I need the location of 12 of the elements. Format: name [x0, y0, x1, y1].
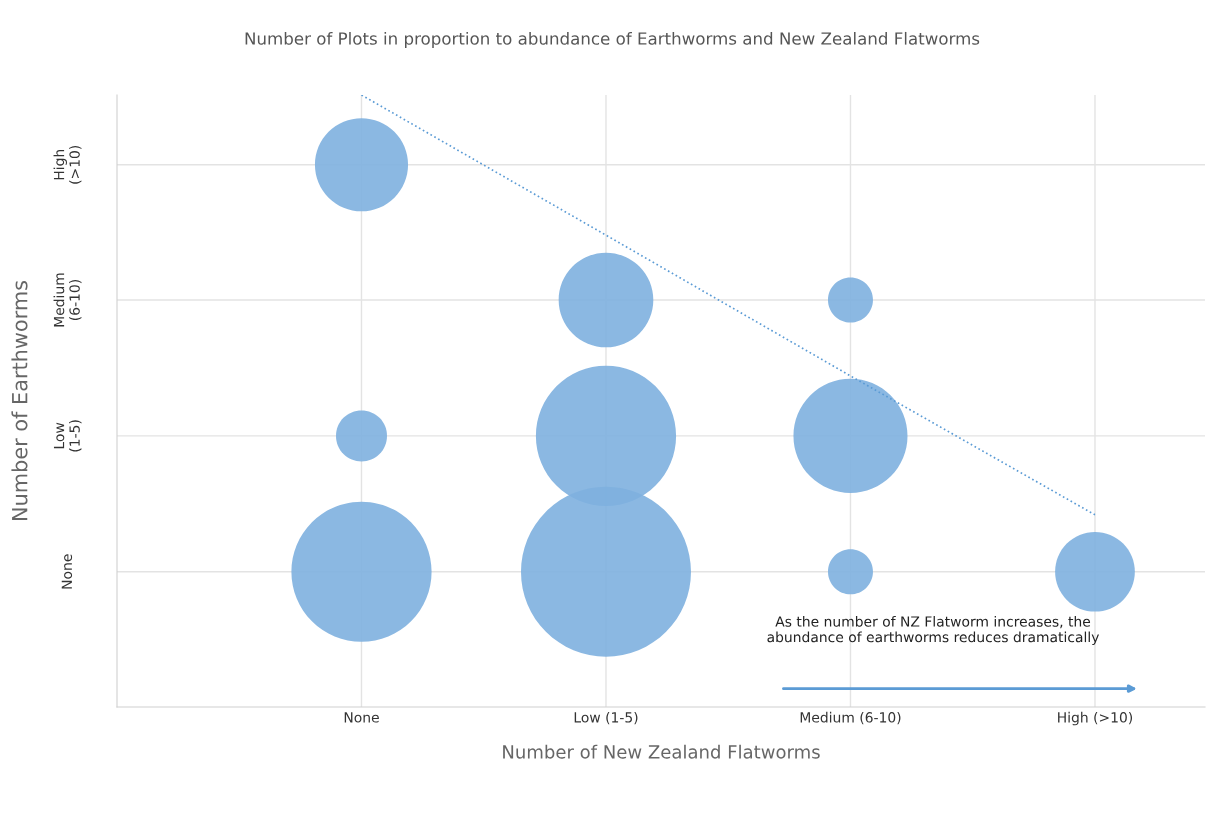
annotation: As the number of NZ Flatworm increases, the abundance of earthworms reduces dramatically	[767, 616, 1100, 645]
x-axis-title: Number of New Zealand Flatworms	[503, 744, 820, 759]
x-tick-label: None	[344, 712, 379, 723]
text: Medium (6-10)	[53, 273, 82, 327]
x-tick-label: Medium (6-10)	[800, 711, 901, 725]
x-tick-label: High (>10)	[1058, 711, 1133, 726]
text: None	[61, 554, 73, 589]
text: High (>10)	[53, 145, 82, 184]
text: Low (1-5)	[53, 420, 82, 452]
y-axis-title: Number of Earthworms	[11, 281, 28, 520]
x-tick-label: Low (1-5)	[574, 711, 638, 725]
chart-title: Number of Plots in proportion to abundance of Earthworms and New Zealand Flatworms	[245, 31, 980, 49]
